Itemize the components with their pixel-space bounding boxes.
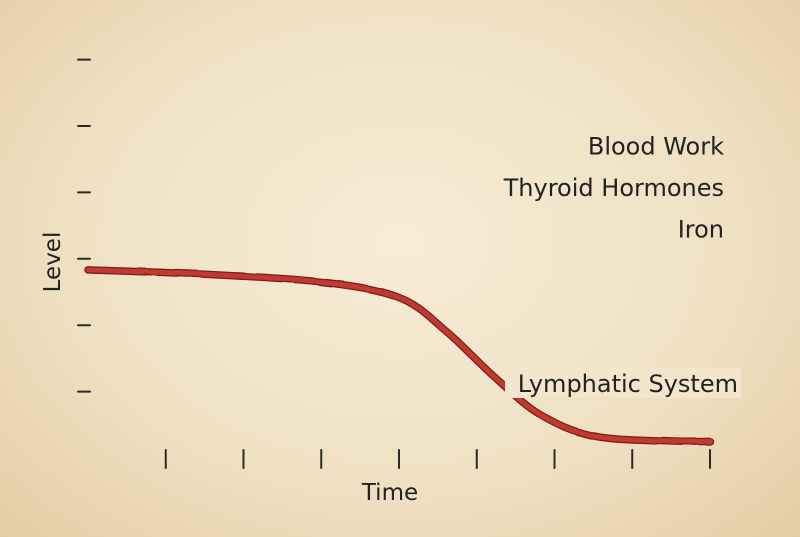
series-labels: Blood Work Thyroid Hormones Iron Lymphatic … xyxy=(503,133,741,398)
lymphatic-system-label: Lymphatic System xyxy=(518,370,738,398)
thyroid-hormones-label: Thyroid Hormones xyxy=(503,174,724,202)
label-backdrop xyxy=(505,368,741,398)
x-axis-label: Time xyxy=(361,480,418,506)
axes xyxy=(77,58,741,469)
blood-work-label: Blood Work xyxy=(588,133,724,161)
iron-label: Iron xyxy=(678,216,724,244)
series-lines xyxy=(84,160,730,446)
y-axis-label: Level xyxy=(40,232,66,293)
lymphatic-system-line xyxy=(85,267,713,445)
